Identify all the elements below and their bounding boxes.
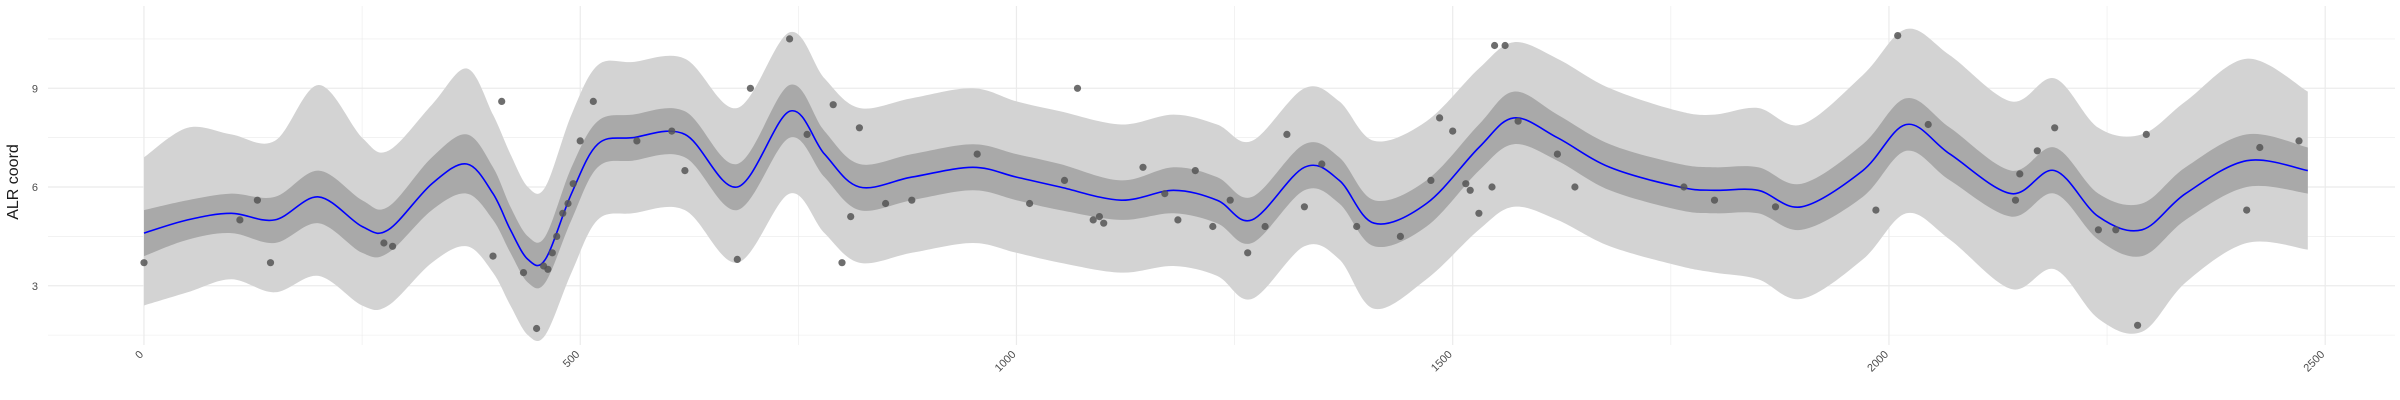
data-point [1491, 41, 1499, 50]
data-point [1924, 120, 1932, 129]
data-point [681, 167, 689, 175]
data-point [803, 130, 811, 138]
data-point [548, 249, 556, 257]
data-point [1396, 232, 1404, 240]
line-layer [143, 110, 2308, 267]
data-point [533, 324, 541, 333]
x-tick-label: 0 [133, 349, 146, 362]
data-point [559, 209, 567, 217]
data-point [576, 137, 584, 145]
data-point [498, 97, 506, 105]
data-point [236, 216, 244, 224]
y-tick-label: 6 [32, 182, 38, 194]
x-tick-label: 1500 [1429, 349, 1455, 375]
data-point [855, 124, 864, 132]
data-point [733, 255, 741, 263]
data-point [553, 232, 561, 240]
data-point [829, 101, 837, 109]
data-point [1026, 199, 1034, 208]
data-point [1710, 196, 1719, 204]
data-point [253, 196, 261, 204]
data-point [544, 265, 552, 273]
data-point [1571, 183, 1579, 191]
y-tick-label: 3 [32, 281, 38, 293]
data-point [1462, 180, 1470, 188]
data-point [2094, 226, 2102, 234]
data-point [140, 259, 148, 267]
data-point [1894, 31, 1902, 40]
data-point [746, 84, 755, 92]
data-point [2256, 143, 2264, 152]
x-tick-label: 2500 [2302, 349, 2328, 375]
data-point [786, 35, 794, 43]
data-point [2295, 137, 2303, 145]
data-point [569, 180, 577, 188]
point-layer [140, 31, 2303, 333]
mean-line [143, 110, 2308, 267]
data-point [1209, 222, 1217, 231]
data-point [1244, 249, 1252, 257]
data-point [1095, 213, 1103, 221]
data-point [2016, 170, 2024, 178]
data-point [847, 213, 855, 221]
data-point [2051, 124, 2059, 132]
data-point [389, 242, 397, 250]
data-point [1161, 190, 1169, 198]
data-point [564, 199, 572, 208]
x-tick-label: 500 [561, 349, 582, 370]
data-point [380, 239, 388, 247]
data-point [1174, 216, 1182, 224]
data-point [266, 259, 275, 267]
data-point [1318, 160, 1326, 168]
data-point [2112, 226, 2120, 234]
data-point [633, 137, 641, 145]
data-point [2134, 321, 2142, 329]
data-point [2033, 147, 2041, 155]
data-point [1449, 127, 1457, 135]
data-point [1300, 203, 1308, 211]
data-point [668, 127, 676, 135]
data-point [1436, 114, 1444, 122]
data-point [1514, 117, 1522, 125]
data-point [1060, 176, 1069, 184]
data-point [1073, 84, 1082, 92]
data-point [1553, 150, 1561, 158]
data-point [1475, 209, 1483, 217]
data-point [908, 196, 916, 204]
data-point [1191, 167, 1199, 175]
data-point [589, 97, 597, 105]
y-axis-title: ALR coord [5, 144, 22, 220]
x-tick-label: 2000 [1865, 349, 1891, 375]
data-point [2011, 196, 2020, 204]
data-point [519, 269, 528, 277]
data-point [1872, 206, 1880, 214]
data-point [1283, 130, 1291, 138]
data-point [1139, 163, 1147, 171]
data-point [1488, 183, 1496, 191]
data-point [1771, 203, 1780, 211]
band-layer [144, 28, 2308, 342]
y-tick-label: 9 [32, 83, 38, 95]
data-point [1353, 222, 1361, 231]
data-point [1466, 186, 1474, 194]
data-point [1226, 196, 1234, 204]
data-point [1427, 176, 1435, 184]
data-point [882, 199, 890, 208]
data-point [973, 150, 981, 158]
data-point [1501, 41, 1509, 50]
inner-confidence-band [144, 84, 2308, 289]
data-point [2142, 130, 2150, 138]
data-point [1680, 183, 1688, 191]
data-point [1261, 222, 1269, 231]
data-point [2243, 206, 2251, 214]
data-point [489, 252, 497, 260]
data-point [838, 259, 846, 267]
data-point [1100, 219, 1108, 227]
x-tick-label: 1000 [993, 349, 1019, 375]
data-point [1089, 216, 1097, 224]
